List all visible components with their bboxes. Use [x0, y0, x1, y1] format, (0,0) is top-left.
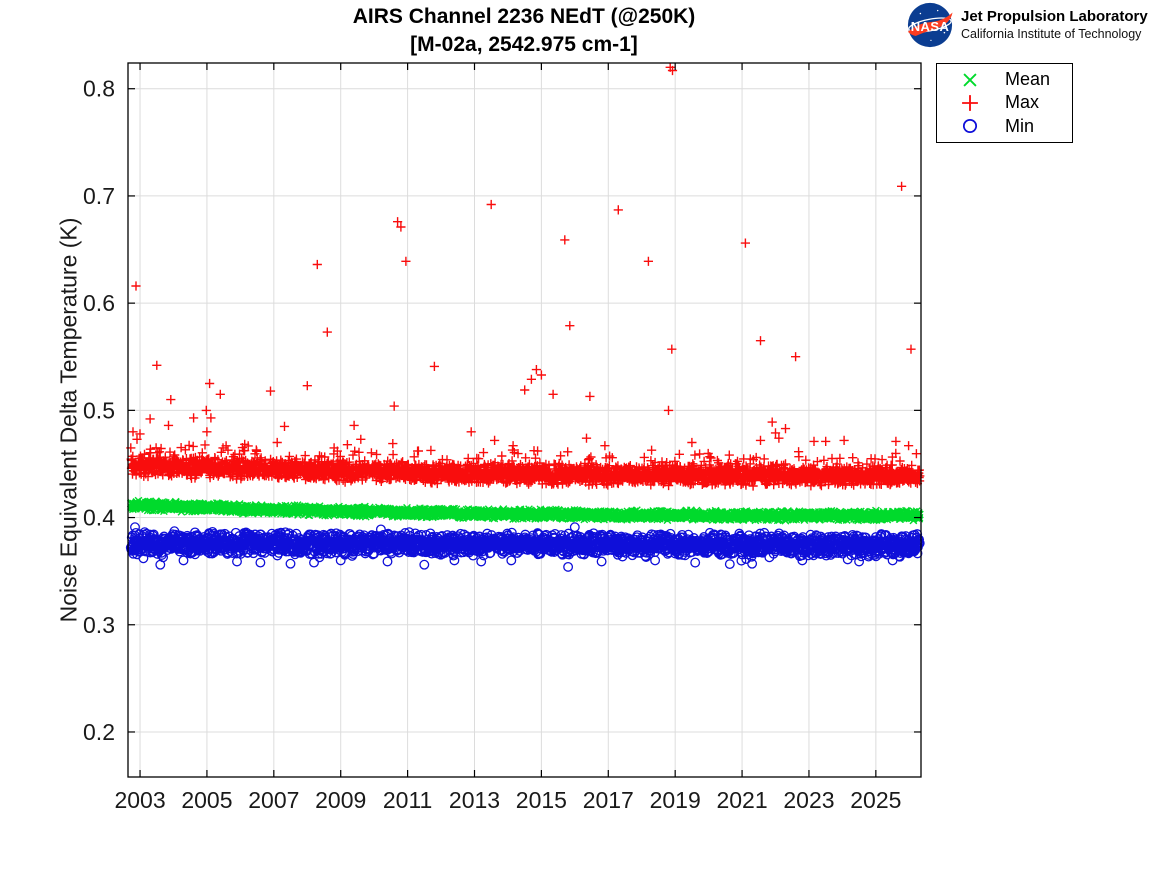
svg-text:2003: 2003 [114, 787, 165, 813]
svg-text:2005: 2005 [181, 787, 232, 813]
legend: Mean Max Min [936, 63, 1073, 143]
svg-text:2015: 2015 [516, 787, 567, 813]
chart-title: AIRS Channel 2236 NEdT (@250K) [352, 5, 696, 28]
svg-text:2017: 2017 [583, 787, 634, 813]
svg-text:2011: 2011 [383, 787, 432, 813]
chart-title-block: AIRS Channel 2236 NEdT (@250K) [M-02a, 2… [353, 3, 696, 58]
svg-text:0.4: 0.4 [83, 505, 115, 531]
svg-text:2007: 2007 [248, 787, 299, 813]
svg-text:2023: 2023 [783, 787, 834, 813]
svg-text:0.3: 0.3 [83, 612, 115, 638]
max-plus-marker-icon [962, 95, 978, 111]
svg-text:2009: 2009 [315, 787, 366, 813]
svg-text:2019: 2019 [650, 787, 701, 813]
svg-text:0.5: 0.5 [83, 397, 115, 423]
legend-label-mean: Mean [1005, 69, 1051, 90]
nasa-logo-icon: NASA [907, 2, 953, 48]
svg-text:2021: 2021 [716, 787, 767, 813]
legend-item-max: Max [937, 92, 1072, 114]
svg-text:2025: 2025 [850, 787, 901, 813]
svg-text:2013: 2013 [449, 787, 500, 813]
svg-text:0.2: 0.2 [83, 719, 115, 745]
svg-text:NASA: NASA [911, 19, 950, 34]
y-axis-label: Noise Equivalent Delta Temperature (K) [55, 217, 82, 623]
jpl-wordmark: Jet Propulsion Laboratory California Ins… [961, 8, 1148, 43]
svg-text:0.8: 0.8 [83, 76, 115, 102]
legend-label-max: Max [1005, 92, 1040, 113]
jpl-branding: NASA Jet Propulsion Laboratory Californi… [905, 1, 1148, 49]
chart-subtitle: [M-02a, 2542.975 cm-1] [410, 32, 638, 56]
svg-text:0.7: 0.7 [83, 183, 115, 209]
legend-item-min: Min [937, 115, 1072, 137]
svg-text:0.6: 0.6 [83, 290, 115, 316]
mean-x-marker-icon [963, 73, 977, 87]
legend-label-min: Min [1005, 115, 1035, 136]
caltech-name: California Institute of Technology [961, 27, 1142, 42]
legend-item-mean: Mean [937, 69, 1072, 91]
jpl-name: Jet Propulsion Laboratory [961, 7, 1148, 25]
min-circle-marker-icon [962, 119, 978, 134]
